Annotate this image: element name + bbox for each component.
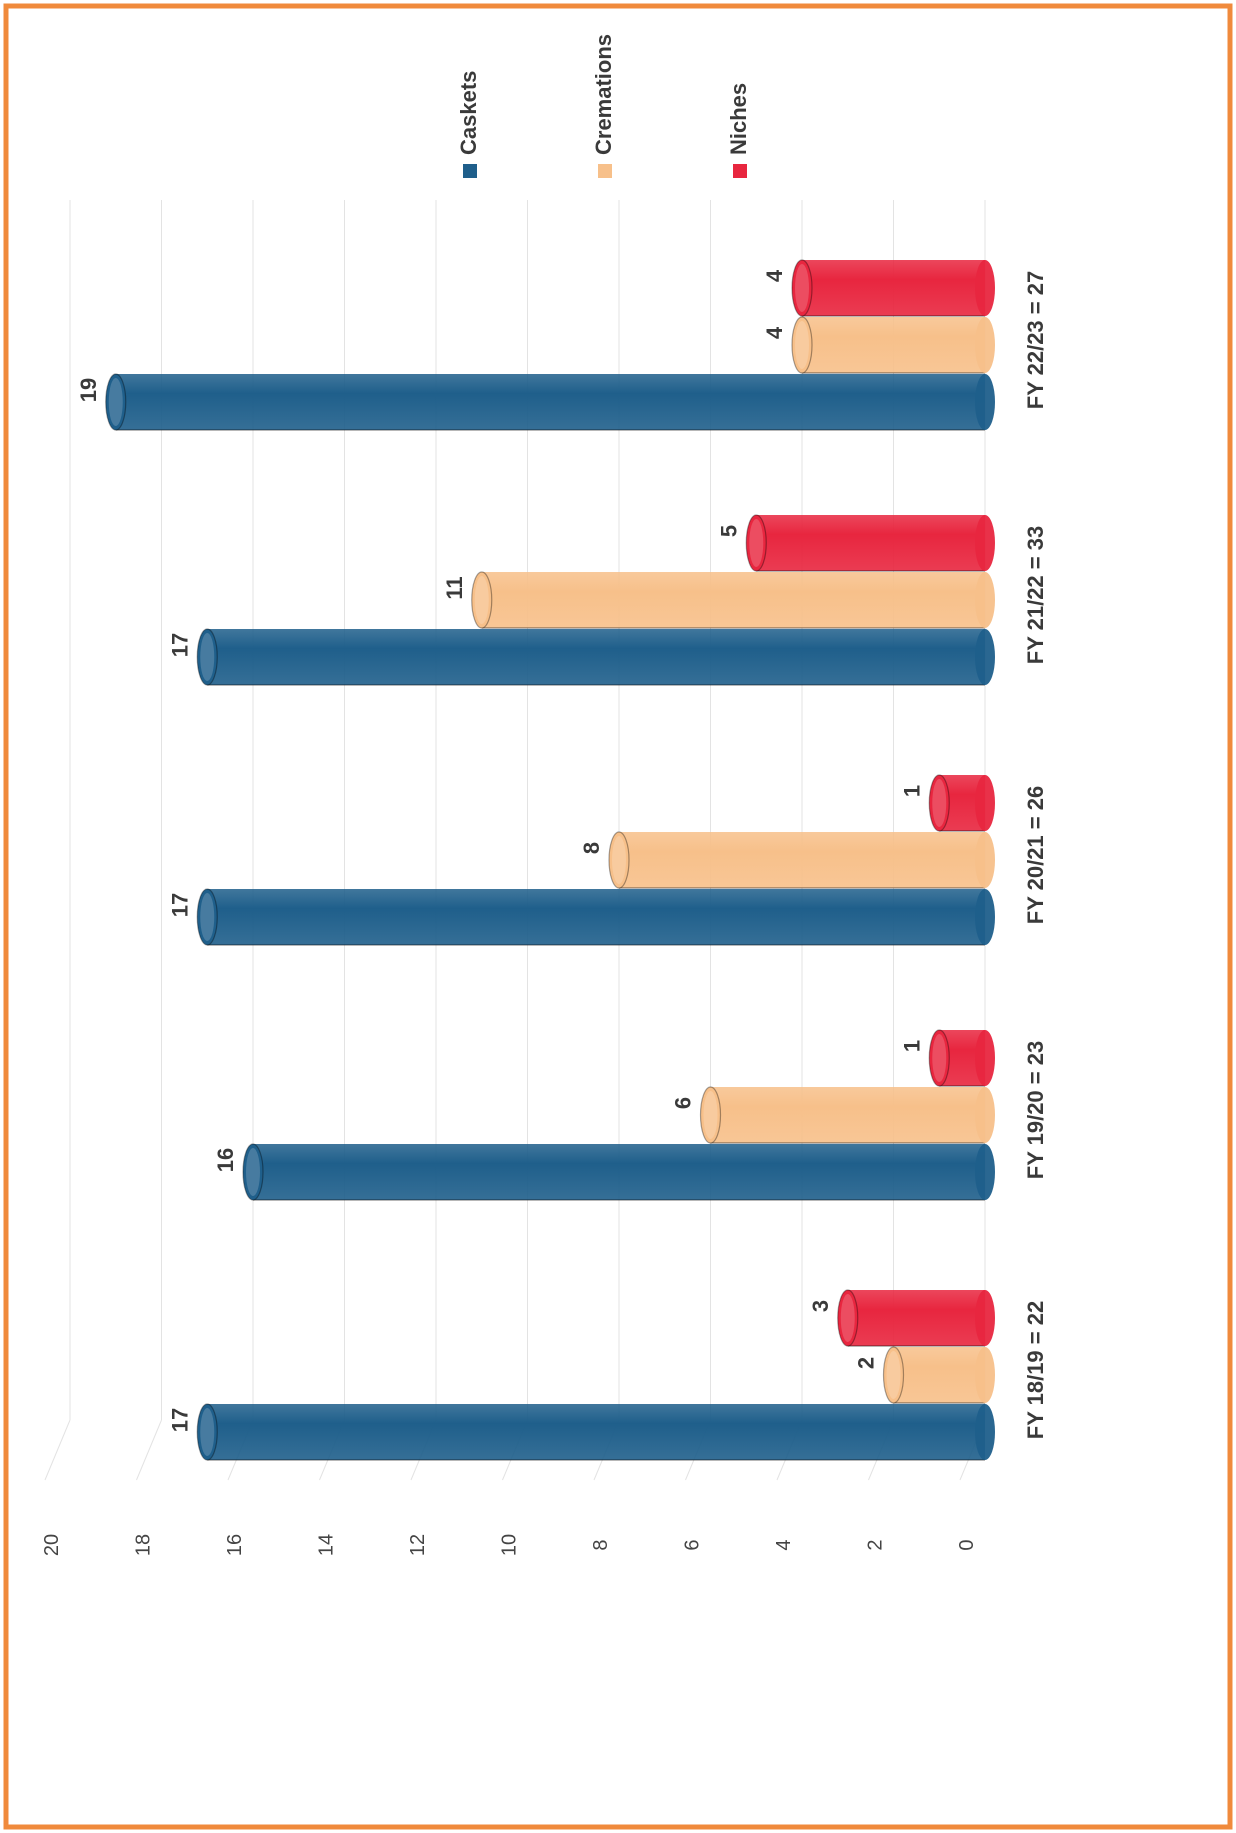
bar-cremations-fy-21-22-33 [471, 571, 995, 629]
data-label-niches-fy-21-22-33: 5 [716, 525, 741, 537]
value-tick-6: 6 [682, 1539, 704, 1550]
legend-swatch-cremations [598, 164, 612, 178]
bar-caskets-fy-20-21-26 [196, 888, 995, 946]
bar-niches-fy-22-23-27 [791, 259, 995, 317]
data-label-niches-fy-18-19-22: 3 [808, 1300, 833, 1312]
legend-label-niches: Niches [726, 83, 751, 155]
bar-cremations-fy-19-20-23 [699, 1086, 995, 1144]
legend-swatch-caskets [463, 164, 477, 178]
data-label-niches-fy-20-21-26: 1 [899, 785, 924, 797]
legend-item-caskets: Caskets [456, 71, 481, 178]
grid-line-depth-18 [136, 1419, 162, 1481]
value-tick-20: 20 [41, 1534, 63, 1556]
legend-item-cremations: Cremations [591, 34, 616, 178]
data-label-caskets-fy-22-23-27: 19 [76, 378, 101, 402]
data-label-cremations-fy-19-20-23: 6 [671, 1097, 696, 1109]
data-label-caskets-fy-21-22-33: 17 [167, 633, 192, 657]
bar-niches-fy-19-20-23 [928, 1029, 995, 1087]
data-label-cremations-fy-22-23-27: 4 [762, 326, 787, 339]
category-label-fy-18-19-22: FY 18/19 = 22 [1023, 1301, 1048, 1439]
category-label-fy-19-20-23: FY 19/20 = 23 [1023, 1041, 1048, 1179]
data-label-caskets-fy-20-21-26: 17 [167, 893, 192, 917]
value-tick-8: 8 [590, 1539, 612, 1550]
legend: Caskets Cremations Niches [456, 34, 751, 178]
legend-swatch-niches [733, 164, 747, 178]
data-label-cremations-fy-20-21-26: 8 [579, 842, 604, 854]
data-label-cremations-fy-21-22-33: 11 [442, 576, 467, 599]
grid-line-depth-20 [44, 1419, 71, 1481]
chart-border [3, 3, 1233, 1830]
data-labels: 17 2 3 16 6 1 17 8 1 17 11 5 19 4 4 [76, 269, 925, 1432]
bar-caskets-fy-21-22-33 [196, 628, 995, 686]
category-label-fy-22-23-27: FY 22/23 = 27 [1023, 271, 1048, 409]
value-tick-2: 2 [865, 1539, 887, 1550]
value-tick-14: 14 [316, 1534, 338, 1556]
bar-caskets-fy-22-23-27 [105, 373, 995, 431]
bar-caskets-fy-18-19-22 [196, 1403, 995, 1461]
data-label-niches-fy-22-23-27: 4 [762, 269, 787, 282]
value-tick-12: 12 [407, 1534, 429, 1556]
bar-series [105, 259, 995, 1461]
value-tick-4: 4 [773, 1539, 795, 1550]
value-axis: 0 2 4 6 8 10 12 14 16 18 20 [41, 1534, 978, 1556]
bar-cremations-fy-20-21-26 [608, 831, 995, 889]
value-tick-16: 16 [224, 1534, 246, 1556]
bar-cremations-fy-22-23-27 [791, 316, 995, 374]
category-label-fy-21-22-33: FY 21/22 = 33 [1023, 526, 1048, 664]
bar-niches-fy-20-21-26 [928, 774, 995, 832]
legend-item-niches: Niches [726, 83, 751, 178]
category-label-fy-20-21-26: FY 20/21 = 26 [1023, 786, 1048, 924]
value-tick-18: 18 [133, 1534, 155, 1556]
bar-niches-fy-21-22-33 [745, 514, 995, 572]
value-tick-10: 10 [499, 1534, 521, 1556]
data-label-caskets-fy-18-19-22: 17 [167, 1408, 192, 1432]
legend-label-caskets: Caskets [456, 71, 481, 155]
data-label-caskets-fy-19-20-23: 16 [213, 1148, 238, 1172]
bar-caskets-fy-19-20-23 [242, 1143, 995, 1201]
category-axis: FY 18/19 = 22 FY 19/20 = 23 FY 20/21 = 26 F… [1023, 271, 1048, 1439]
bar-cremations-fy-18-19-22 [882, 1346, 995, 1404]
legend-label-cremations: Cremations [591, 34, 616, 155]
bar-niches-fy-18-19-22 [837, 1289, 995, 1347]
data-label-niches-fy-19-20-23: 1 [899, 1040, 924, 1052]
value-tick-0: 0 [956, 1539, 978, 1550]
data-label-cremations-fy-18-19-22: 2 [854, 1357, 879, 1369]
